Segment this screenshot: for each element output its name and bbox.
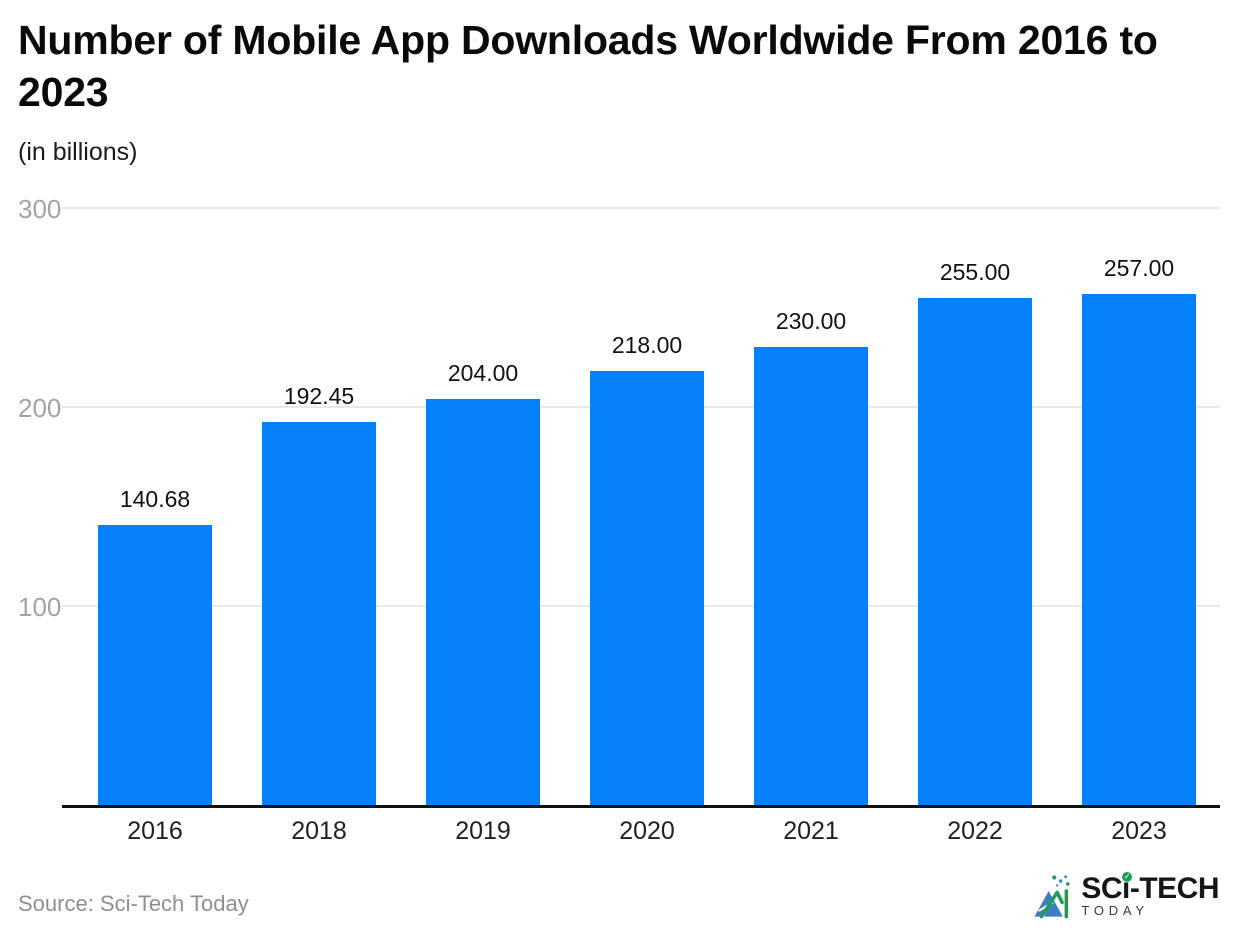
bar-value-label-2022: 255.00 — [939, 258, 1011, 285]
bar-2022 — [918, 297, 1032, 805]
logo-brand-i: i ✓ — [1122, 872, 1132, 905]
x-tick-label-2021: 2021 — [783, 817, 839, 845]
x-tick-label-2019: 2019 — [455, 817, 511, 845]
y-tick-label-100: 100 — [18, 592, 62, 622]
gridline-300 — [62, 207, 1220, 209]
bar-value-label-2019: 204.00 — [447, 360, 519, 387]
logo-check-icon: ✓ — [1122, 872, 1132, 882]
logo-brand-line: SCi ✓ -TECH — [1081, 872, 1220, 905]
x-tick-label-2016: 2016 — [127, 817, 183, 845]
x-tick-label-2020: 2020 — [619, 817, 675, 845]
chart-title: Number of Mobile App Downloads Worldwide… — [18, 17, 1158, 115]
x-axis-line — [62, 805, 1220, 808]
y-tick-label-200: 200 — [18, 393, 62, 423]
sci-tech-today-logo-icon — [1034, 875, 1070, 919]
x-tick-label-2022: 2022 — [947, 817, 1003, 845]
bar-value-label-2023: 257.00 — [1103, 254, 1175, 281]
sci-tech-today-logo: SCi ✓ -TECH TODAY — [1033, 872, 1220, 920]
chart-subtitle: (in billions) — [18, 138, 138, 166]
x-tick-label-2023: 2023 — [1111, 817, 1167, 845]
bar-2018 — [262, 422, 376, 805]
bar-2020 — [590, 371, 704, 805]
bar-value-label-2018: 192.45 — [283, 383, 355, 410]
bar-value-label-2016: 140.68 — [119, 486, 191, 513]
y-tick-label-300: 300 — [18, 194, 62, 224]
bar-2023 — [1082, 293, 1196, 805]
bar-2019 — [426, 399, 540, 805]
source-note: Source: Sci-Tech Today — [18, 891, 249, 916]
bar-value-label-2021: 230.00 — [775, 308, 847, 335]
bar-value-label-2020: 218.00 — [611, 332, 683, 359]
sci-tech-today-logo-text: SCi ✓ -TECH TODAY — [1081, 872, 1220, 920]
plot-area: 140.68 192.45 204.00 218.00 230.00 255.00 257.… — [62, 207, 1220, 805]
x-tick-label-2018: 2018 — [291, 817, 347, 845]
logo-brand-sub: TODAY — [1081, 903, 1149, 918]
bar-2021 — [754, 347, 868, 805]
bar-2016 — [98, 525, 212, 805]
